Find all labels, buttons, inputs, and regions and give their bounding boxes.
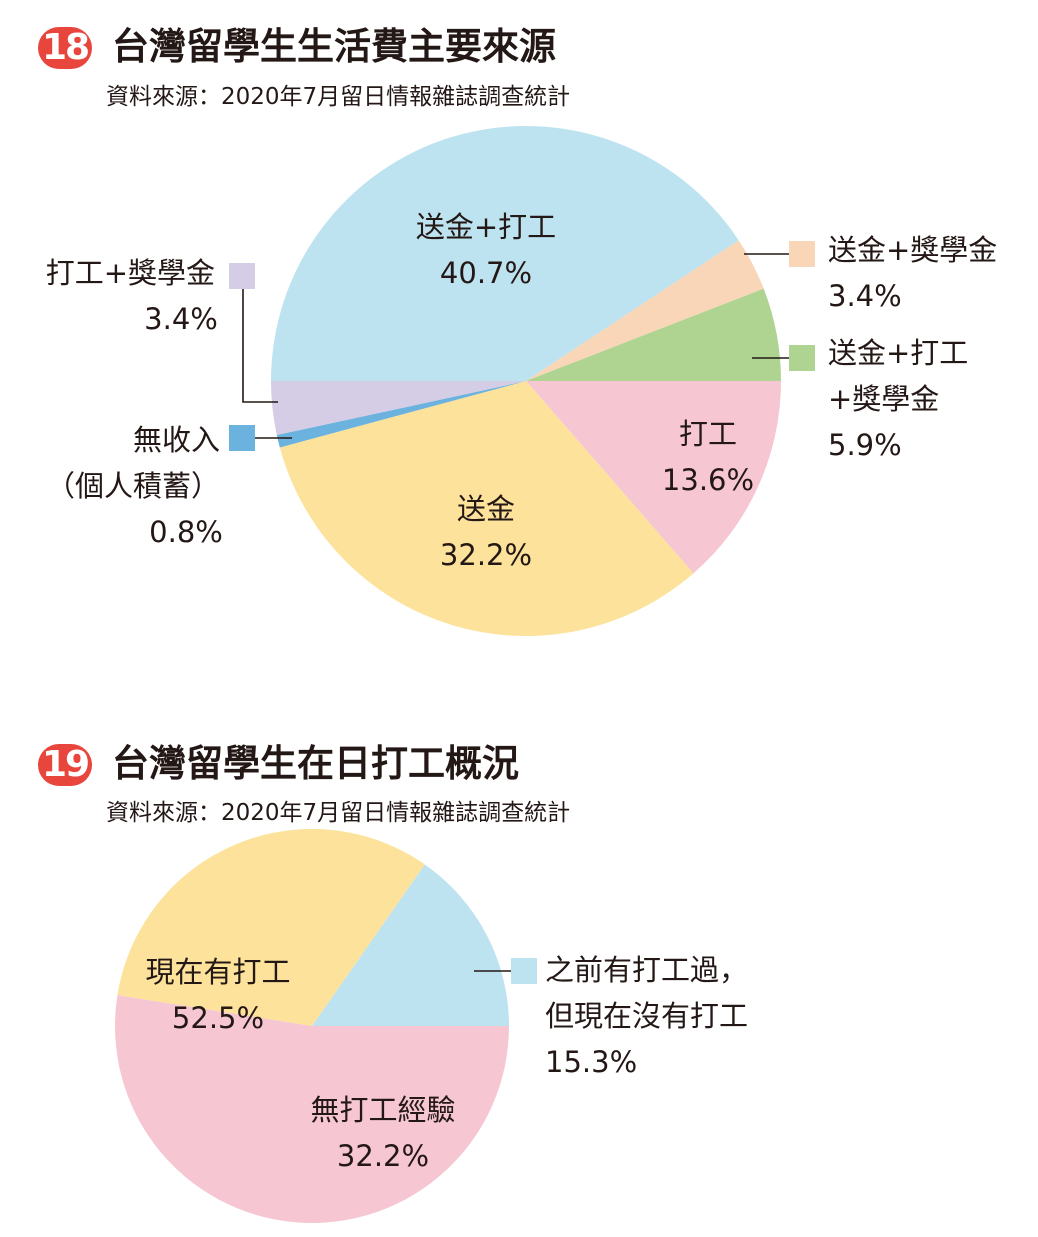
pie-slice-2 xyxy=(526,288,781,381)
label-slice-2: 送金+打工 +獎學金 5.9% xyxy=(752,336,968,462)
slice-value-label: 40.7% xyxy=(440,256,532,290)
label-slice-0: 之前有打工過， 但現在沒有打工 15.3% xyxy=(474,953,748,1079)
slice-name-label: 送金 xyxy=(457,492,515,526)
chart-19-section: 19 台灣留學生在日打工概況 資料來源：2020年7月留日情報雜誌調查統計 之前… xyxy=(0,720,1038,1237)
slice-value-label: 3.4% xyxy=(144,302,218,336)
pie-slice-4 xyxy=(279,381,694,636)
chart-source: 資料來源：2020年7月留日情報雜誌調查統計 xyxy=(106,84,571,110)
leader-line xyxy=(242,289,278,403)
slice-name-label: 打工+獎學金 xyxy=(46,256,215,290)
label-slice-5: 無收入 （個人積蓄） 0.8% xyxy=(46,423,292,549)
legend-swatch xyxy=(511,958,537,984)
chart-title: 台灣留學生生活費主要來源 xyxy=(112,25,556,68)
slice-value-label: 32.2% xyxy=(440,538,532,572)
pie-slice-2 xyxy=(114,995,510,1224)
label-slice-2: 現在有打工 52.5% xyxy=(145,955,290,1035)
legend-swatch xyxy=(789,345,815,371)
slice-value-label: 5.9% xyxy=(828,428,902,462)
label-slice-3: 打工 13.6% xyxy=(662,417,754,497)
slice-value-label: 3.4% xyxy=(828,279,902,313)
pie-slice-5 xyxy=(276,381,526,448)
pie-chart-18: 送金+打工 40.7% 送金+獎學金 3.4% 送金+打工 +獎學金 5.9% 打工 13.6%… xyxy=(46,125,997,636)
slice-value-label: 15.3% xyxy=(545,1045,637,1079)
slice-name-label: 無打工經驗 xyxy=(310,1093,455,1127)
slice-name-label: 送金+打工 xyxy=(828,336,968,370)
label-slice-4: 送金 32.2% xyxy=(440,492,532,572)
slice-value-label: 13.6% xyxy=(662,463,754,497)
pie-slice-0 xyxy=(271,125,739,381)
pie-slice-1 xyxy=(117,829,425,1026)
slice-value-label: 52.5% xyxy=(172,1001,264,1035)
slice-name-label: 之前有打工過， xyxy=(545,953,748,987)
label-slice-1: 送金+獎學金 3.4% xyxy=(744,233,997,313)
label-slice-6: 打工+獎學金 3.4% xyxy=(46,256,278,403)
legend-swatch xyxy=(229,425,255,451)
pie-chart-19: 之前有打工過， 但現在沒有打工 15.3% 無打工經驗 32.2% 現在有打工 52.5% xyxy=(114,829,748,1224)
chart-source: 資料來源：2020年7月留日情報雜誌調查統計 xyxy=(106,800,571,826)
chart-number-badge: 19 xyxy=(38,744,92,786)
pie-slice-6 xyxy=(271,381,526,436)
slice-name-label: 送金+打工 xyxy=(416,210,556,244)
legend-swatch xyxy=(229,263,255,289)
slice-value-label: 32.2% xyxy=(337,1139,429,1173)
chart-18-section: 18 台灣留學生生活費主要來源 資料來源：2020年7月留日情報雜誌調查統計 送… xyxy=(38,25,997,636)
slice-name-label: 但現在沒有打工 xyxy=(545,999,748,1033)
pie-slice-3 xyxy=(526,381,781,574)
slice-name-label: 送金+獎學金 xyxy=(828,233,997,267)
slice-name-label: +獎學金 xyxy=(828,382,939,416)
pie-slice-0 xyxy=(312,864,509,1026)
slice-name-label: 無收入 xyxy=(133,423,220,457)
pie-slice-1 xyxy=(526,240,764,381)
label-slice-0: 送金+打工 40.7% xyxy=(416,210,556,290)
legend-swatch xyxy=(789,241,815,267)
slice-name-label: 現在有打工 xyxy=(145,955,290,989)
slice-name-label: 打工 xyxy=(679,417,737,451)
chart-number-badge: 18 xyxy=(38,27,92,69)
chart-title: 台灣留學生在日打工概況 xyxy=(112,742,519,785)
slice-name-label: （個人積蓄） xyxy=(46,469,220,503)
label-slice-1: 無打工經驗 32.2% xyxy=(310,1093,455,1173)
slice-value-label: 0.8% xyxy=(149,515,223,549)
